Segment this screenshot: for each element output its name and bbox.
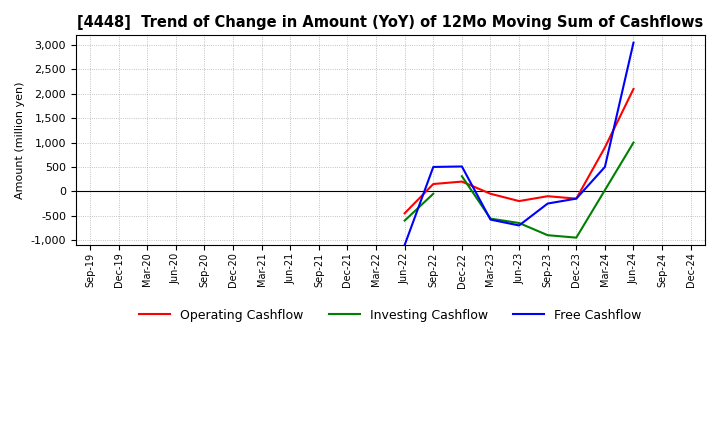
Investing Cashflow — [515, 220, 523, 226]
Investing Cashflow — [572, 235, 580, 240]
Investing Cashflow — [486, 216, 495, 221]
Line: Operating Cashflow: Operating Cashflow — [405, 89, 634, 213]
Operating Cashflow — [458, 179, 467, 184]
Operating Cashflow — [600, 145, 609, 150]
Free Cashflow — [572, 196, 580, 201]
Operating Cashflow — [515, 198, 523, 204]
Free Cashflow — [515, 223, 523, 228]
Operating Cashflow — [629, 86, 638, 92]
Investing Cashflow — [544, 233, 552, 238]
Free Cashflow — [600, 164, 609, 169]
Operating Cashflow — [400, 211, 409, 216]
Operating Cashflow — [572, 196, 580, 201]
Free Cashflow — [544, 201, 552, 206]
Operating Cashflow — [486, 191, 495, 196]
Free Cashflow — [486, 217, 495, 222]
Free Cashflow — [629, 40, 638, 45]
Operating Cashflow — [429, 181, 438, 187]
Line: Investing Cashflow: Investing Cashflow — [462, 143, 634, 238]
Legend: Operating Cashflow, Investing Cashflow, Free Cashflow: Operating Cashflow, Investing Cashflow, … — [134, 304, 647, 327]
Operating Cashflow — [544, 194, 552, 199]
Line: Free Cashflow: Free Cashflow — [405, 43, 634, 245]
Title: [4448]  Trend of Change in Amount (YoY) of 12Mo Moving Sum of Cashflows: [4448] Trend of Change in Amount (YoY) o… — [77, 15, 703, 30]
Free Cashflow — [400, 242, 409, 248]
Investing Cashflow — [629, 140, 638, 145]
Free Cashflow — [458, 164, 467, 169]
Free Cashflow — [429, 164, 438, 169]
Y-axis label: Amount (million yen): Amount (million yen) — [15, 81, 25, 199]
Investing Cashflow — [458, 173, 467, 179]
